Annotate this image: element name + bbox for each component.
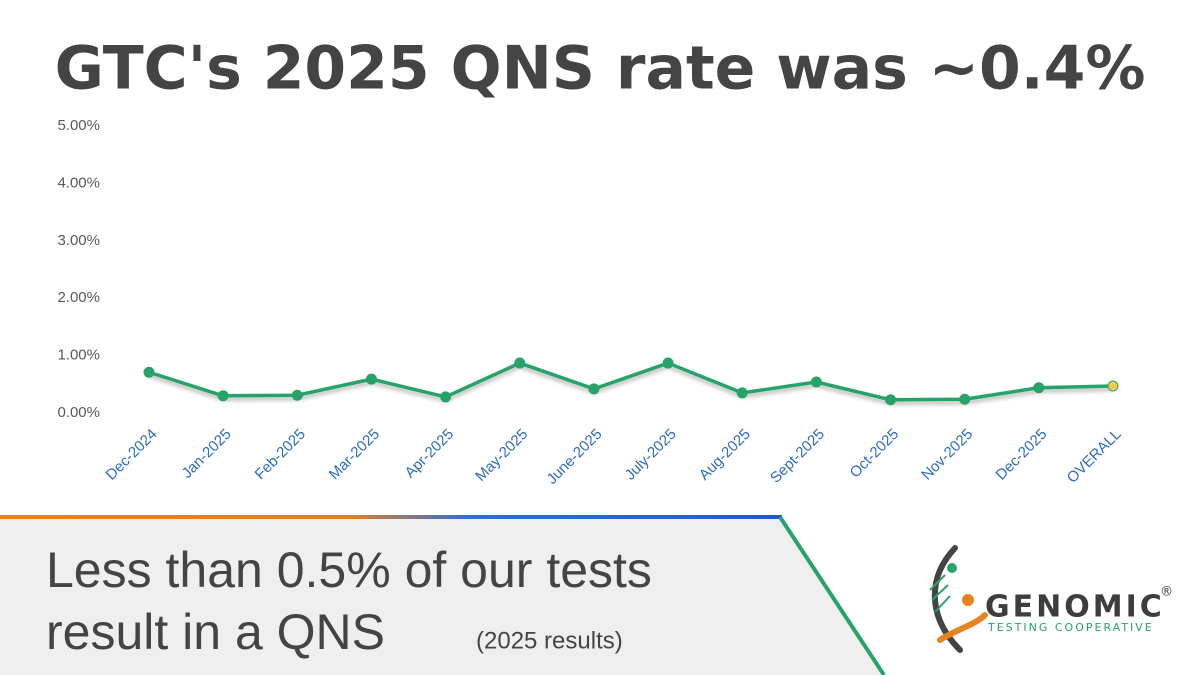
accent-edge [778,515,886,675]
point [662,357,674,369]
point [291,389,303,401]
logo-tagline: TESTING COOPERATIVE [987,621,1154,634]
logo-icon [929,545,988,653]
x-tick-label: Dec-2024 [103,426,161,484]
chart-title: GTC's 2025 QNS rate was ~0.4% [55,34,1146,104]
series-line [148,361,1114,402]
logo-mark: ® [1160,585,1173,600]
x-tick-label: Apr-2025 [402,426,458,482]
point [365,373,377,385]
caption-line: result in a QNS [46,604,385,660]
caption-note: (2025 results) [476,627,623,654]
point [1033,382,1045,394]
point [143,366,155,378]
y-tick-label: 1.00% [57,347,100,364]
point [736,387,748,399]
x-tick-label: Aug-2025 [696,426,754,484]
caption-panel [0,518,882,675]
x-tick-label: July-2025 [622,426,680,484]
x-tick-label: Nov-2025 [918,426,976,484]
point [885,394,897,406]
y-tick-label: 0.00% [57,404,100,421]
accent-bar [0,515,782,519]
point [810,376,822,388]
x-tick-label: Oct-2025 [847,426,903,482]
point [514,357,526,369]
point [440,391,452,403]
point [959,393,971,405]
y-tick-label: 5.00% [57,117,100,134]
x-tick-label: Sept-2025 [767,426,828,487]
point [1107,380,1119,392]
caption-line: Less than 0.5% of our tests [46,542,652,598]
point [588,383,600,395]
y-tick-label: 4.00% [57,174,100,191]
plot: 0.00% 1.00% 2.00% 3.00% 4.00% 5.00% Dec-2024 Ja… [57,117,1124,488]
x-tick-label: Mar-2025 [326,426,383,483]
x-tick-label: Feb-2025 [252,426,309,483]
x-tick-label: OVERALL [1064,426,1125,487]
point [217,390,229,402]
x-tick-label: Jan-2025 [179,426,235,482]
x-tick-label: May-2025 [472,426,531,485]
y-tick-label: 3.00% [57,232,100,249]
y-tick-label: 2.00% [57,289,100,306]
x-tick-label: Dec-2025 [992,426,1050,484]
logo-name: GENOMIC [985,590,1165,625]
x-tick-label: June-2025 [543,426,605,488]
